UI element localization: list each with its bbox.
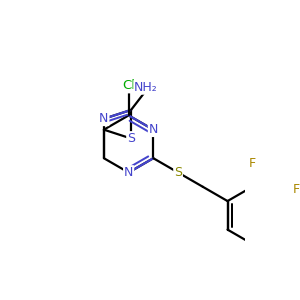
Text: N: N: [99, 112, 109, 125]
Text: N: N: [124, 166, 133, 179]
Text: S: S: [174, 166, 182, 179]
Text: NH₂: NH₂: [134, 81, 158, 94]
Text: Cl: Cl: [122, 80, 135, 92]
Text: F: F: [293, 183, 300, 196]
Text: S: S: [127, 132, 135, 145]
Text: F: F: [249, 158, 256, 170]
Text: N: N: [149, 123, 158, 136]
